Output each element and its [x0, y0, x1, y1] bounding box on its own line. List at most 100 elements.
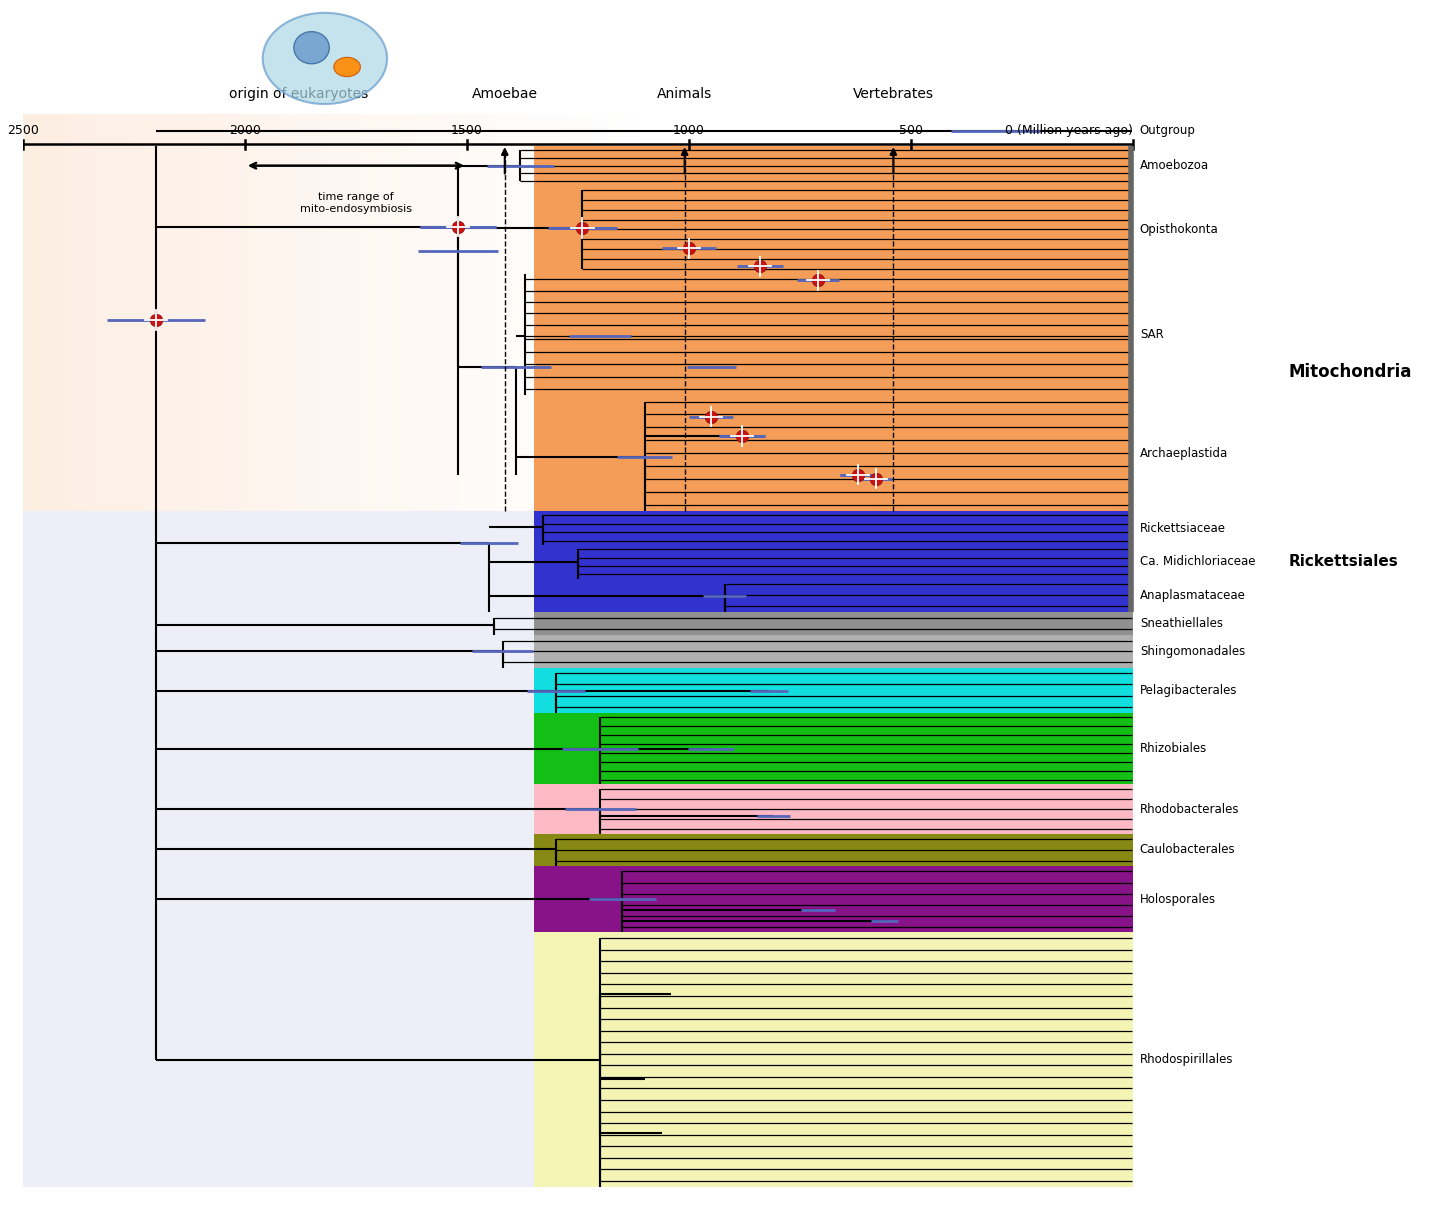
- Text: time range of
mito-endosymbiosis: time range of mito-endosymbiosis: [300, 192, 412, 214]
- Text: SAR: SAR: [1140, 328, 1164, 341]
- Bar: [130, 114, 138, 512]
- Bar: [379, 114, 387, 512]
- Bar: [76, 114, 85, 512]
- Bar: [138, 114, 147, 512]
- Bar: [534, 635, 1133, 667]
- Bar: [325, 114, 334, 512]
- Bar: [102, 114, 112, 512]
- Bar: [253, 114, 262, 512]
- Ellipse shape: [262, 13, 387, 104]
- Bar: [592, 114, 600, 512]
- Bar: [281, 114, 289, 512]
- Bar: [534, 546, 1133, 578]
- Bar: [262, 114, 272, 512]
- Bar: [405, 114, 413, 512]
- Text: Archaeplastida: Archaeplastida: [1140, 447, 1228, 459]
- Bar: [112, 114, 121, 512]
- Bar: [413, 114, 422, 512]
- Bar: [422, 114, 432, 512]
- Text: Sneathiellales: Sneathiellales: [1140, 617, 1223, 631]
- Bar: [564, 114, 573, 512]
- Bar: [618, 114, 626, 512]
- Bar: [166, 114, 174, 512]
- Bar: [583, 114, 592, 512]
- Text: Rickettsiales: Rickettsiales: [1289, 554, 1398, 569]
- Text: Rhodobacterales: Rhodobacterales: [1140, 803, 1240, 815]
- Bar: [547, 114, 556, 512]
- Bar: [272, 114, 281, 512]
- Ellipse shape: [294, 32, 330, 63]
- Bar: [534, 866, 1133, 932]
- Bar: [307, 114, 315, 512]
- Bar: [174, 114, 183, 512]
- Text: Holosporales: Holosporales: [1140, 893, 1215, 905]
- Bar: [121, 114, 130, 512]
- Text: 1500: 1500: [451, 124, 482, 137]
- Bar: [556, 114, 564, 512]
- Bar: [485, 114, 494, 512]
- Bar: [315, 114, 325, 512]
- Bar: [23, 114, 32, 512]
- Text: Caulobacterales: Caulobacterales: [1140, 843, 1236, 857]
- Bar: [183, 114, 192, 512]
- Text: Rickettsiaceae: Rickettsiaceae: [1140, 521, 1225, 535]
- Bar: [467, 114, 475, 512]
- Bar: [534, 185, 1133, 273]
- Bar: [49, 114, 59, 512]
- Bar: [609, 114, 618, 512]
- Text: Amoebozoa: Amoebozoa: [1140, 159, 1210, 173]
- Bar: [236, 114, 245, 512]
- Bar: [192, 114, 200, 512]
- Bar: [534, 612, 1133, 635]
- Bar: [494, 114, 503, 512]
- Bar: [528, 114, 539, 512]
- Text: Vertebrates: Vertebrates: [852, 87, 935, 101]
- Text: Rhodospirillales: Rhodospirillales: [1140, 1053, 1234, 1066]
- Text: 2500: 2500: [7, 124, 39, 137]
- Bar: [343, 114, 351, 512]
- Bar: [40, 114, 49, 512]
- Bar: [23, 512, 1133, 1187]
- Bar: [147, 114, 156, 512]
- Bar: [441, 114, 449, 512]
- Bar: [59, 114, 68, 512]
- Bar: [539, 114, 547, 512]
- Bar: [534, 712, 1133, 785]
- Text: Anaplasmataceae: Anaplasmataceae: [1140, 588, 1246, 601]
- Bar: [534, 833, 1133, 866]
- Bar: [534, 512, 1133, 546]
- Bar: [14, 114, 23, 512]
- Bar: [360, 114, 369, 512]
- Bar: [396, 114, 405, 512]
- Text: 1000: 1000: [672, 124, 706, 137]
- Bar: [351, 114, 360, 512]
- Bar: [219, 114, 228, 512]
- Bar: [534, 667, 1133, 712]
- Bar: [503, 114, 511, 512]
- Text: 0 (Million years ago): 0 (Million years ago): [1005, 124, 1133, 137]
- Bar: [475, 114, 485, 512]
- Bar: [209, 114, 219, 512]
- Bar: [245, 114, 253, 512]
- Bar: [432, 114, 441, 512]
- Text: Amoebae: Amoebae: [472, 87, 537, 101]
- Bar: [534, 578, 1133, 612]
- Bar: [534, 932, 1133, 1187]
- Bar: [68, 114, 76, 512]
- Bar: [520, 114, 528, 512]
- Text: Shingomonadales: Shingomonadales: [1140, 645, 1246, 659]
- Bar: [369, 114, 379, 512]
- Bar: [228, 114, 236, 512]
- Text: Mitochondria: Mitochondria: [1289, 362, 1413, 380]
- Bar: [600, 114, 609, 512]
- Text: 2000: 2000: [229, 124, 261, 137]
- Bar: [534, 146, 1133, 185]
- Bar: [534, 395, 1133, 512]
- Ellipse shape: [334, 57, 360, 77]
- Bar: [458, 114, 467, 512]
- Text: Animals: Animals: [657, 87, 713, 101]
- Text: Opisthokonta: Opisthokonta: [1140, 224, 1218, 236]
- Bar: [156, 114, 166, 512]
- Text: 500: 500: [899, 124, 923, 137]
- Bar: [573, 114, 583, 512]
